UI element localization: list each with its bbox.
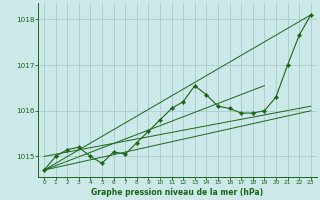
X-axis label: Graphe pression niveau de la mer (hPa): Graphe pression niveau de la mer (hPa) xyxy=(91,188,263,197)
